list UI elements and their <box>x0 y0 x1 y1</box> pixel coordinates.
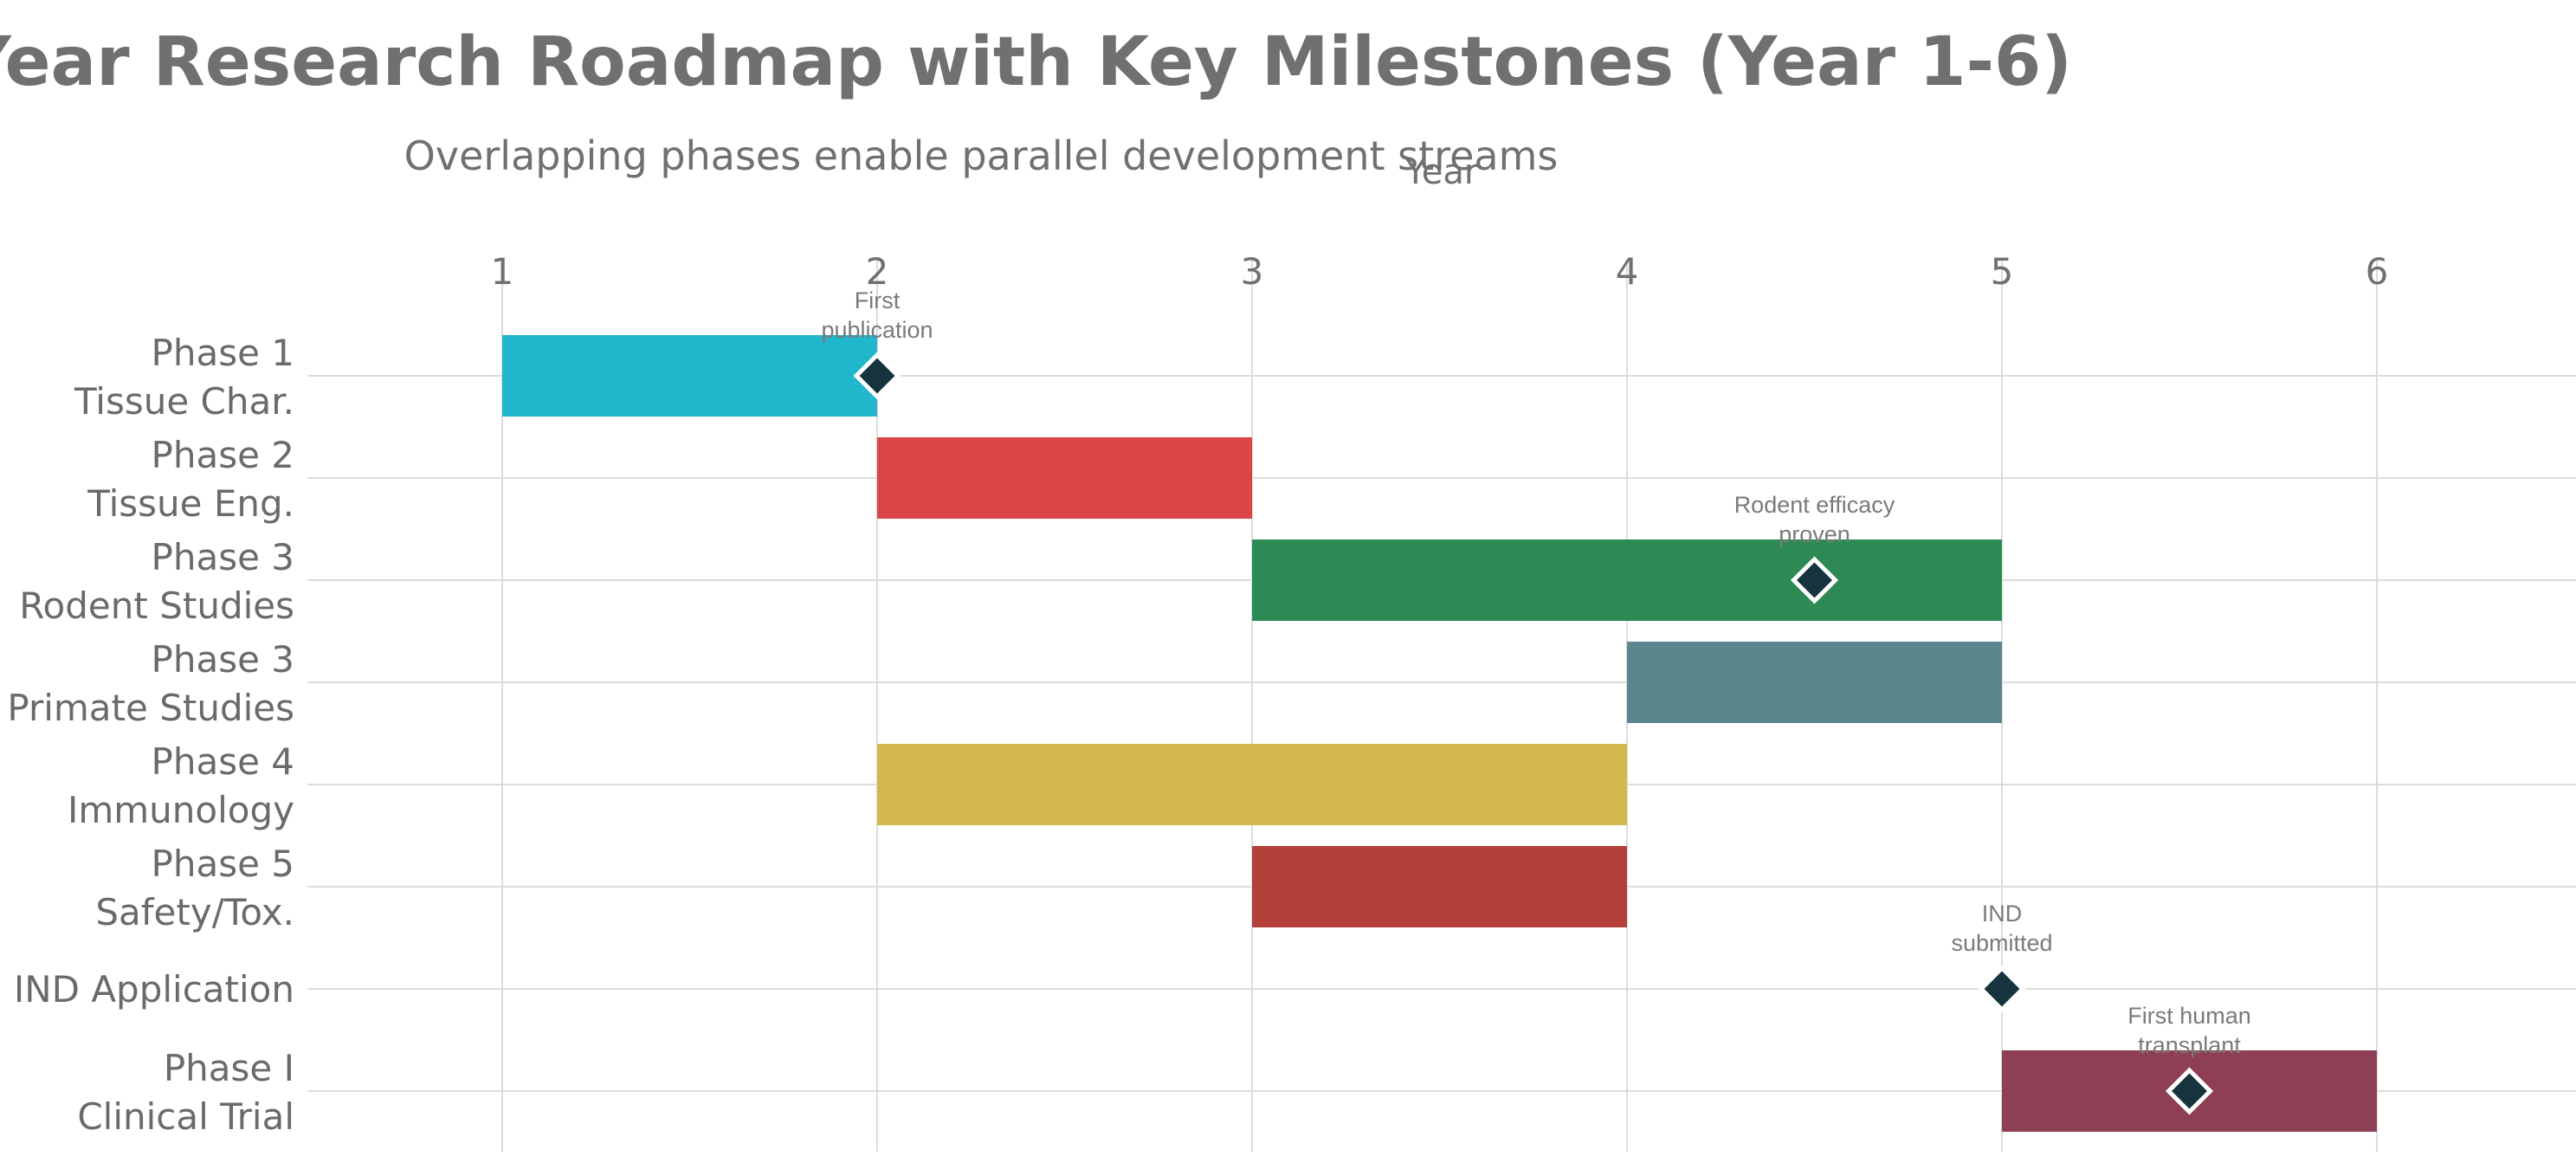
milestone-diamond-icon <box>1790 556 1839 604</box>
milestone-label: IND submitted <box>1951 901 2052 956</box>
x-tick-label: 1 <box>491 250 514 293</box>
x-tick-label: 6 <box>2366 250 2389 293</box>
milestone-diamond-icon <box>1978 965 2026 1013</box>
phase-bar <box>877 744 1627 825</box>
labels: 1 2 3 4 5 6 Phase 1 Tissue Char. Phase 2 Tissue E… <box>7 250 2388 1138</box>
phase-bar <box>1627 642 2002 723</box>
category-label: Phase 3 Primate Studies <box>7 638 294 729</box>
category-label: Phase I Clinical Trial <box>77 1047 294 1138</box>
category-label: Phase 5 Safety/Tox. <box>95 843 294 933</box>
category-label: Phase 2 Tissue Eng. <box>87 434 294 525</box>
phase-bars <box>502 335 2377 1132</box>
x-tick-label: 4 <box>1616 250 1639 293</box>
category-label: Phase 4 Immunology <box>68 740 294 831</box>
milestone-label: First publication <box>821 287 933 343</box>
x-tick-label: 3 <box>1241 250 1264 293</box>
chart-title: 5-Year Research Roadmap with Key Milesto… <box>0 23 2072 101</box>
category-label: IND Application <box>14 968 294 1011</box>
phase-bar <box>1252 846 1627 927</box>
milestone-diamond-icon <box>853 352 901 400</box>
milestone-diamond-icon <box>2165 1067 2214 1115</box>
x-tick-label: 2 <box>866 250 889 293</box>
x-axis-title: Year <box>1404 152 1479 192</box>
milestone-label: Rodent efficacy proven <box>1734 492 1895 547</box>
phase-bar <box>502 335 877 417</box>
milestone-label: First human transplant <box>2127 1003 2251 1058</box>
category-label: Phase 3 Rodent Studies <box>19 536 294 627</box>
phase-bar <box>877 437 1252 519</box>
category-label: Phase 1 Tissue Char. <box>74 332 294 423</box>
phase-bar <box>1252 539 2002 621</box>
chart-subtitle: Overlapping phases enable parallel devel… <box>404 132 1559 179</box>
x-tick-label: 5 <box>1991 250 2014 293</box>
milestone-markers <box>853 352 2214 1115</box>
